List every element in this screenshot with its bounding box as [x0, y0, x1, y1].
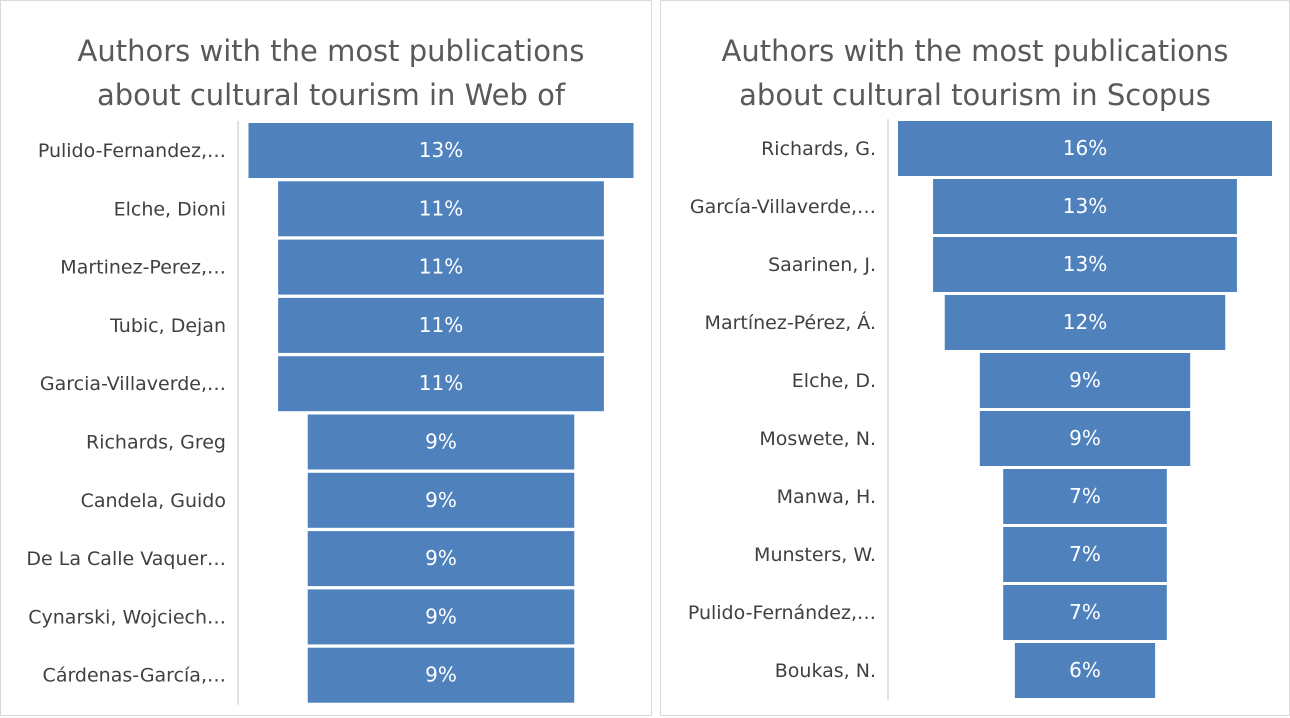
value-label: 9% [425, 488, 457, 512]
funnel-bar [979, 411, 1191, 466]
value-label: 9% [1069, 426, 1101, 450]
funnel-bar [307, 531, 575, 587]
funnel-bar [248, 123, 634, 178]
category-label: Elche, Dioni [114, 198, 226, 220]
category-label: Munsters, W. [754, 544, 876, 566]
value-label: 7% [1069, 484, 1101, 508]
category-label: Saarinen, J. [768, 254, 876, 276]
funnel-bar [1003, 585, 1167, 640]
category-label: García-Villaverde,… [690, 196, 876, 218]
category-label: Pulido-Fernandez,… [38, 140, 226, 162]
chart: 16% Richards, G. 13% García-Villaverde,… 13%… [688, 119, 1272, 700]
funnel-bar [307, 647, 575, 703]
value-label: 9% [425, 604, 457, 628]
category-label: Elche, D. [792, 370, 876, 392]
value-label: 11% [419, 371, 463, 395]
funnel-bar [307, 414, 575, 470]
funnel-bar [278, 239, 604, 295]
value-label: 6% [1069, 658, 1101, 682]
category-label: Cynarski, Wojciech… [28, 606, 226, 628]
funnel-bar [278, 297, 604, 353]
funnel-bar [933, 237, 1237, 292]
chart-panel: Authors with the most publications about… [0, 0, 652, 716]
funnel-bar [278, 181, 604, 237]
category-label: Pulido-Fernández,… [688, 602, 876, 624]
chart: 13% Pulido-Fernandez,… 11% Elche, Dioni 11% M… [26, 121, 634, 705]
value-label: 13% [419, 138, 463, 162]
funnel-bar [1003, 469, 1167, 524]
value-label: 7% [1069, 542, 1101, 566]
funnel-bar [898, 121, 1272, 176]
funnel-bar [307, 589, 575, 645]
category-label: Moswete, N. [759, 428, 876, 450]
funnel-bar [1014, 643, 1156, 698]
category-label: Martinez-Perez,… [60, 257, 226, 279]
chart-panel: Authors with the most publications about… [660, 0, 1290, 716]
category-label: Boukas, N. [775, 660, 876, 682]
category-label: Richards, G. [761, 138, 876, 160]
category-label: Cárdenas-García,… [43, 665, 226, 687]
value-label: 9% [425, 430, 457, 454]
value-label: 11% [419, 313, 463, 337]
value-label: 11% [419, 196, 463, 220]
value-label: 9% [425, 546, 457, 570]
value-label: 13% [1063, 252, 1107, 276]
category-label: Martínez-Pérez, Á. [705, 311, 876, 334]
funnel-bar [979, 353, 1191, 408]
funnel-bar [944, 295, 1226, 350]
value-label: 9% [1069, 368, 1101, 392]
value-label: 13% [1063, 194, 1107, 218]
category-label: De La Calle Vaquer… [26, 548, 226, 570]
value-label: 7% [1069, 600, 1101, 624]
funnel-bar [1003, 527, 1167, 582]
category-label: Richards, Greg [86, 432, 226, 454]
category-label: Tubic, Dejan [109, 315, 226, 337]
category-label: Manwa, H. [777, 486, 876, 508]
funnel-bar [307, 472, 575, 528]
category-label: Garcia-Villaverde,… [40, 373, 226, 395]
chart-title: Authors with the most publications about… [721, 34, 1229, 112]
value-label: 12% [1063, 310, 1107, 334]
value-label: 9% [425, 663, 457, 687]
value-label: 16% [1063, 136, 1107, 160]
funnel-bar [278, 356, 604, 412]
category-label: Candela, Guido [81, 490, 226, 512]
value-label: 11% [419, 255, 463, 279]
chart-title: Authors with the most publications about… [77, 34, 585, 156]
funnel-bar [933, 179, 1237, 234]
